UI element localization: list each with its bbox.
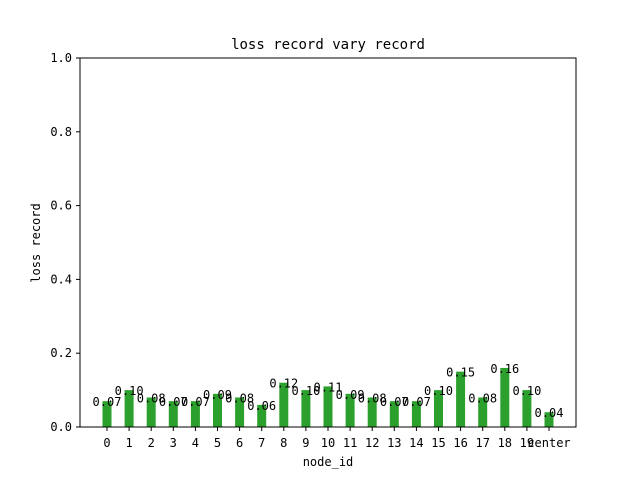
x-tick-label: center: [527, 436, 570, 450]
bar: [389, 401, 399, 427]
x-tick-label: 12: [365, 436, 379, 450]
data-label: 0.08: [137, 391, 166, 405]
bar: [102, 401, 112, 427]
x-tick-label: 3: [170, 436, 177, 450]
chart-title: loss record vary record: [231, 37, 425, 53]
data-label: 0.07: [159, 395, 188, 409]
data-label: 0.07: [93, 395, 122, 409]
plot-frame: [79, 57, 577, 428]
data-label: 0.12: [269, 377, 298, 391]
bar: [323, 386, 333, 427]
data-label: 0.07: [380, 395, 409, 409]
data-label: 0.08: [225, 391, 254, 405]
ticks-group: 0.00.20.40.60.81.00 1 2 3 4 5 6 7 8 9 10 11 12 13 14 15…: [50, 51, 570, 450]
x-tick-label: 4: [192, 436, 199, 450]
data-label: 0.10: [512, 384, 541, 398]
bar: [478, 397, 488, 427]
y-tick-label: 0.0: [50, 420, 72, 434]
data-label: 0.06: [247, 399, 276, 413]
bar: [434, 390, 443, 427]
data-label: 0.10: [115, 384, 144, 398]
y-tick-label: 1.0: [50, 51, 72, 65]
bar: [500, 367, 510, 427]
y-axis-label: loss record: [29, 203, 43, 282]
data-label: 0.08: [468, 391, 497, 405]
data-labels-group: 0.070.100.080.070.070.090.080.060.120.10…: [93, 362, 564, 420]
y-tick-label: 0.6: [50, 199, 72, 213]
data-label: 0.11: [314, 380, 343, 394]
bar: [146, 397, 156, 427]
bar: [235, 397, 245, 427]
x-tick-label: 5: [214, 436, 221, 450]
data-label: 0.04: [535, 406, 564, 420]
x-axis-label: node_id: [303, 455, 354, 469]
data-label: 0.10: [291, 384, 320, 398]
x-tick-label: 10: [321, 436, 335, 450]
y-tick-label: 0.4: [50, 272, 72, 286]
bar: [124, 390, 134, 427]
bar: [345, 393, 355, 427]
x-tick-label: 6: [236, 436, 243, 450]
bars-group: [102, 367, 554, 427]
x-tick-label: 15: [431, 436, 445, 450]
data-label: 0.10: [424, 384, 453, 398]
x-tick-label: 17: [475, 436, 489, 450]
bar: [301, 390, 311, 427]
x-tick-label: 0: [103, 436, 110, 450]
bar: [168, 401, 178, 427]
data-label: 0.07: [402, 395, 431, 409]
x-tick-label: 1: [125, 436, 132, 450]
bar: [522, 390, 532, 427]
x-tick-label: 7: [258, 436, 265, 450]
x-tick-label: 11: [343, 436, 357, 450]
data-label: 0.09: [336, 388, 365, 402]
bar: [190, 401, 200, 427]
bar: [367, 397, 377, 427]
x-tick-label: 16: [453, 436, 467, 450]
y-tick-label: 0.2: [50, 346, 72, 360]
x-tick-label: 19: [520, 436, 534, 450]
bar: [411, 401, 421, 427]
bar: [456, 371, 466, 427]
y-tick-label: 0.8: [50, 125, 72, 139]
bar: [257, 404, 267, 427]
x-tick-label: 2: [148, 436, 155, 450]
data-label: 0.16: [490, 362, 519, 376]
x-tick-label: 18: [498, 436, 512, 450]
bar: [544, 412, 554, 427]
data-label: 0.07: [181, 395, 210, 409]
data-label: 0.09: [203, 388, 232, 402]
x-tick-label: 9: [302, 436, 309, 450]
data-label: 0.15: [446, 366, 475, 380]
x-tick-label: 8: [280, 436, 287, 450]
bar: [213, 393, 222, 427]
bar: [279, 382, 289, 427]
data-label: 0.08: [358, 391, 387, 405]
x-tick-label: 14: [409, 436, 423, 450]
x-tick-label: 13: [387, 436, 401, 450]
